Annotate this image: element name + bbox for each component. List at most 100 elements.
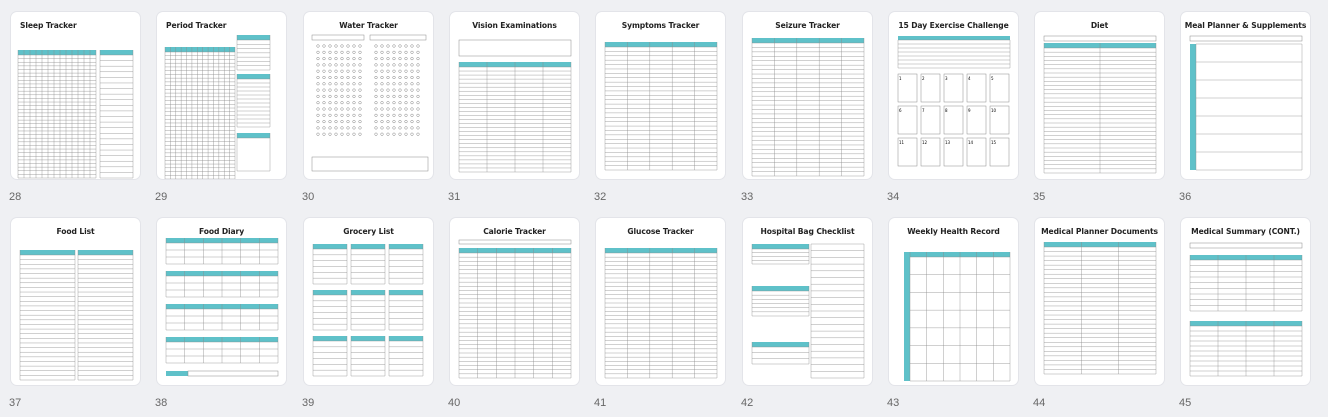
page-title: Meal Planner & Supplements bbox=[1184, 21, 1307, 30]
page-number: 34 bbox=[887, 191, 900, 203]
page-thumbnail[interactable]: Medical Summary (CONT.) bbox=[1181, 218, 1310, 385]
table-header bbox=[605, 42, 717, 47]
page-preview bbox=[1043, 35, 1157, 174]
page-title: Medical Planner Documents bbox=[1041, 227, 1158, 236]
page-thumbnail[interactable]: Food Diary bbox=[157, 218, 286, 385]
table-header bbox=[237, 35, 270, 40]
page-number: 39 bbox=[302, 397, 315, 409]
page-thumbnail[interactable]: Medical Planner Documents bbox=[1035, 218, 1164, 385]
table-header bbox=[389, 244, 423, 249]
page-number: 43 bbox=[887, 397, 900, 409]
page-preview bbox=[1189, 35, 1303, 171]
table-header bbox=[752, 342, 809, 347]
table-header bbox=[78, 250, 133, 255]
page-preview bbox=[19, 250, 134, 381]
page-number: 28 bbox=[9, 191, 22, 203]
svg-text:13: 13 bbox=[945, 140, 951, 145]
page-thumbnail[interactable]: Seizure Tracker bbox=[743, 12, 872, 179]
page-preview bbox=[751, 243, 865, 379]
page-thumbnail[interactable]: Vision Examinations bbox=[450, 12, 579, 179]
page-thumbnail[interactable]: Calorie Tracker bbox=[450, 218, 579, 385]
page-title: Calorie Tracker bbox=[483, 227, 546, 236]
svg-text:3: 3 bbox=[945, 76, 948, 81]
page-preview bbox=[165, 238, 279, 377]
svg-text:11: 11 bbox=[899, 140, 905, 145]
page-title: Seizure Tracker bbox=[775, 21, 840, 30]
table-header bbox=[18, 50, 96, 55]
page-preview bbox=[17, 50, 134, 179]
page-title: Sleep Tracker bbox=[20, 21, 77, 30]
page-title: Symptoms Tracker bbox=[621, 21, 700, 30]
page-preview bbox=[164, 35, 271, 179]
page-thumbnail[interactable]: Sleep Tracker bbox=[11, 12, 140, 179]
svg-text:9: 9 bbox=[968, 108, 971, 113]
table-header bbox=[351, 336, 385, 341]
svg-text:5: 5 bbox=[991, 76, 994, 81]
page-number: 37 bbox=[9, 397, 22, 409]
table-header bbox=[351, 290, 385, 295]
svg-text:12: 12 bbox=[922, 140, 928, 145]
page-number: 41 bbox=[594, 397, 607, 409]
page-thumbnail[interactable]: 1 2 3 4 5 6 7 8 9 10 11 12 13 14 15 15 Day Exercise Cha… bbox=[889, 12, 1018, 179]
page-preview bbox=[458, 39, 572, 173]
page-title: Glucose Tracker bbox=[627, 227, 694, 236]
table-header bbox=[1044, 242, 1156, 247]
page-number: 29 bbox=[155, 191, 168, 203]
page-preview bbox=[1043, 242, 1157, 375]
page-thumbnail[interactable]: Period Tracker bbox=[157, 12, 286, 179]
svg-text:6: 6 bbox=[899, 108, 902, 113]
page-thumbnail[interactable]: Diet bbox=[1035, 12, 1164, 179]
page-number: 33 bbox=[741, 191, 754, 203]
page-title: Food List bbox=[56, 227, 95, 236]
page-number: 38 bbox=[155, 397, 168, 409]
page-title: Food Diary bbox=[198, 227, 245, 236]
table-header bbox=[165, 47, 235, 52]
svg-text:7: 7 bbox=[922, 108, 925, 113]
page-preview bbox=[311, 34, 429, 172]
svg-text:15: 15 bbox=[991, 140, 997, 145]
page-thumbnail[interactable]: Grocery List bbox=[304, 218, 433, 385]
page-title: Weekly Health Record bbox=[907, 227, 1000, 236]
table-header bbox=[752, 286, 809, 291]
page-title: Period Tracker bbox=[166, 21, 227, 30]
page-thumbnail[interactable]: Glucose Tracker bbox=[596, 218, 725, 385]
page-number: 36 bbox=[1179, 191, 1192, 203]
svg-text:10: 10 bbox=[991, 108, 997, 113]
table-header bbox=[605, 248, 717, 253]
page-preview bbox=[604, 42, 718, 171]
page-title: 15 Day Exercise Challenge bbox=[898, 21, 1009, 30]
svg-text:14: 14 bbox=[968, 140, 974, 145]
table-header bbox=[237, 133, 270, 138]
page-number: 40 bbox=[448, 397, 461, 409]
page-preview bbox=[1189, 242, 1303, 377]
page-title: Hospital Bag Checklist bbox=[760, 227, 855, 236]
page-thumbnail[interactable]: Water Tracker bbox=[304, 12, 433, 179]
svg-text:4: 4 bbox=[968, 76, 971, 81]
page-title: Water Tracker bbox=[339, 21, 398, 30]
page-number: 31 bbox=[448, 191, 461, 203]
page-thumbnail[interactable]: Food List bbox=[11, 218, 140, 385]
svg-text:1: 1 bbox=[899, 76, 902, 81]
page-title: Medical Summary (CONT.) bbox=[1191, 227, 1300, 236]
table-header bbox=[313, 290, 347, 295]
page-preview bbox=[604, 248, 718, 379]
table-header bbox=[313, 336, 347, 341]
page-preview bbox=[751, 38, 865, 177]
table-header bbox=[389, 290, 423, 295]
page-title: Grocery List bbox=[343, 227, 394, 236]
page-title: Diet bbox=[1090, 21, 1109, 30]
table-header bbox=[20, 250, 75, 255]
table-header bbox=[313, 244, 347, 249]
page-number: 30 bbox=[302, 191, 315, 203]
page-thumbnail[interactable]: Hospital Bag Checklist bbox=[743, 218, 872, 385]
page-title: Vision Examinations bbox=[472, 21, 557, 30]
page-number: 32 bbox=[594, 191, 607, 203]
page-number: 35 bbox=[1033, 191, 1046, 203]
page-number: 44 bbox=[1033, 397, 1046, 409]
page-thumbnail[interactable]: Meal Planner & Supplements bbox=[1181, 12, 1310, 179]
page-thumbnail[interactable]: Weekly Health Record bbox=[889, 218, 1018, 385]
page-thumbnail[interactable]: Symptoms Tracker bbox=[596, 12, 725, 179]
table-header bbox=[752, 38, 864, 43]
page-number: 45 bbox=[1179, 397, 1192, 409]
